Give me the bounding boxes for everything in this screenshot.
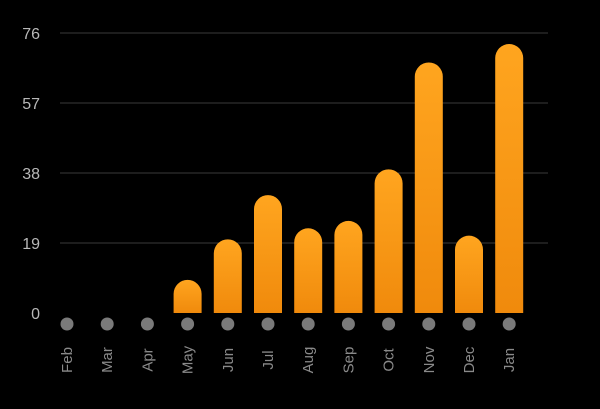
x-tick-label: Feb <box>59 347 76 373</box>
y-tick-label: 38 <box>22 166 40 183</box>
y-tick-label: 0 <box>31 306 40 323</box>
marker-dec <box>462 317 476 331</box>
x-tick-label: Sep <box>340 347 357 374</box>
marker-jan <box>502 317 516 331</box>
marker-apr <box>140 317 154 331</box>
x-tick-label: Apr <box>139 348 156 371</box>
x-tick-label: Jun <box>220 348 237 372</box>
bar-jun <box>213 239 242 313</box>
marker-jun <box>221 317 235 331</box>
marker-jul <box>261 317 275 331</box>
y-tick-label: 76 <box>22 26 40 43</box>
x-tick-label: May <box>180 345 197 374</box>
category-markers <box>60 317 516 331</box>
marker-may <box>181 317 195 331</box>
bar-may <box>173 279 202 313</box>
y-axis-ticks: 0 19 38 57 76 <box>22 26 40 323</box>
bar-aug <box>294 228 323 313</box>
bar-nov <box>414 62 443 313</box>
marker-sep <box>341 317 355 331</box>
bar-jan <box>495 44 524 313</box>
bar-sep <box>334 220 363 313</box>
y-tick-label: 19 <box>22 236 40 253</box>
marker-feb <box>60 317 74 331</box>
bar-jul <box>254 195 282 313</box>
x-tick-label: Oct <box>381 348 398 372</box>
y-tick-label: 57 <box>22 96 40 113</box>
marker-nov <box>422 317 436 331</box>
marker-mar <box>100 317 114 331</box>
marker-oct <box>382 317 396 331</box>
bar-dec <box>455 235 483 313</box>
x-tick-label: Aug <box>300 347 317 374</box>
bar-oct <box>374 169 403 313</box>
gridlines <box>60 32 548 244</box>
marker-aug <box>301 317 315 331</box>
x-tick-label: Jan <box>501 348 518 372</box>
x-tick-label: Nov <box>421 346 438 373</box>
x-tick-label: Jul <box>260 350 277 369</box>
x-axis-labels: Feb Mar Apr May Jun Jul Aug Sep Oct Nov Dec Jan <box>59 345 518 374</box>
x-tick-label: Mar <box>99 347 116 373</box>
bars <box>173 44 524 313</box>
x-tick-label: Dec <box>461 346 478 373</box>
